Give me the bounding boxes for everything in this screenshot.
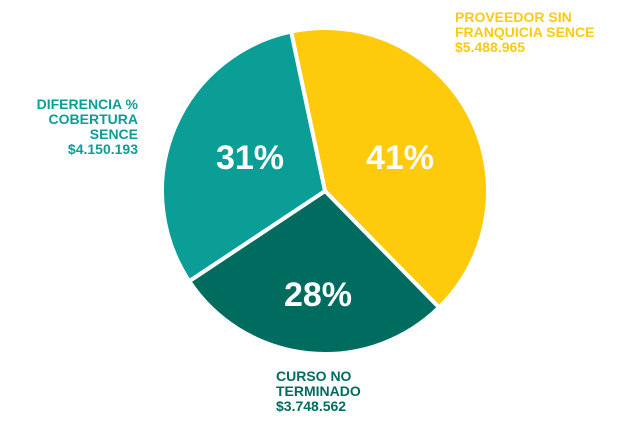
percent-label: 31%	[216, 139, 284, 177]
pie-slice	[187, 189, 442, 356]
pie-slice	[160, 29, 327, 284]
pie-slice	[289, 26, 490, 310]
percent-label: 28%	[284, 276, 352, 314]
percent-label: 41%	[366, 139, 434, 177]
amount: $3.748.562	[276, 398, 347, 414]
slice-label: CURSO NO TERMINADO $3.748.562	[276, 369, 426, 414]
category-name: PROVEEDOR SIN FRANQUICIA SENCE	[455, 9, 595, 40]
slice-label: DIFERENCIA % COBERTURA SENCE $4.150.193	[10, 97, 138, 157]
amount: $4.150.193	[67, 141, 138, 157]
category-name: CURSO NO TERMINADO	[276, 368, 361, 399]
amount: $5.488.965	[455, 39, 526, 55]
category-name: DIFERENCIA % COBERTURA SENCE	[36, 96, 138, 142]
slice-label: PROVEEDOR SIN FRANQUICIA SENCE $5.488.965	[455, 10, 625, 55]
